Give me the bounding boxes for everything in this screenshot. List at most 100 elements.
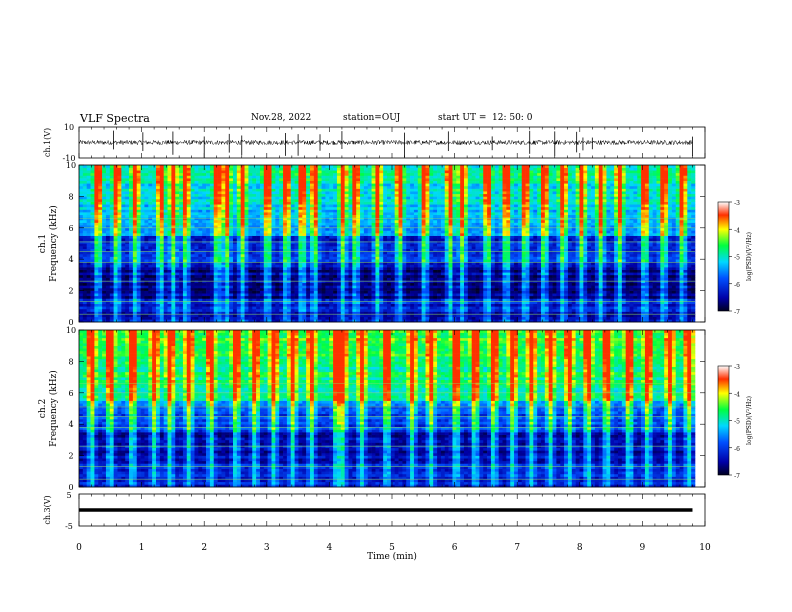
spectrogram-cell [244,217,249,221]
spectrogram-cell [190,193,195,197]
spectrogram-cell [209,191,215,195]
spectrogram-cell [383,212,388,216]
spectrogram-cell [144,214,149,218]
spectrogram-cell [171,219,176,223]
spectrogram-cell [325,217,330,221]
spectrogram-cell [344,243,349,247]
spectrogram-cell [94,287,99,291]
spectrogram-cell [286,183,292,187]
spectrogram-cell [275,298,280,302]
spectrogram-cell [144,319,149,323]
spectrogram-cell [163,235,168,239]
spectrogram-cell [279,287,284,291]
spectrogram-cell [229,170,234,174]
spectrogram-cell [306,188,311,192]
spectrogram-cell [367,240,372,244]
spectrogram-cell [298,180,303,184]
spectrogram-cell [256,316,261,320]
spectrogram-cell [363,209,369,213]
spectrogram-cell [286,306,292,310]
spectrogram-cell [109,193,114,197]
spectrogram-cell [360,206,365,210]
spectrogram-cell [136,222,141,226]
spectrogram-cell [225,314,230,318]
spectrogram-cell [209,282,215,286]
spectrogram-cell [233,175,238,179]
spectrogram-cell [325,261,330,265]
spectrogram-cell [209,306,215,310]
spectrogram-cell [90,180,95,184]
spectrogram-cell [86,235,91,239]
spectrogram-cell [279,204,284,208]
spectrogram-cell [148,191,153,195]
spectrogram-cell [221,308,226,312]
spectrogram-cell [244,316,249,320]
spectrogram-cell [129,196,134,200]
spectrogram-cell [117,193,122,197]
spectrogram-cell [306,253,311,257]
spectrogram-cell [367,222,372,226]
spectrogram-cell [113,219,118,223]
spectrogram-cell [329,282,334,286]
spectrogram-cell [367,188,372,192]
spectrogram-cell [244,212,249,216]
spectrogram-cell [206,204,211,208]
spectrogram-cell [259,204,265,208]
spectrogram-cell [348,172,353,176]
spectrogram-cell [352,183,357,187]
spectrogram-cell [152,212,157,216]
spectrogram-cell [325,243,330,247]
spectrogram-cell [148,199,153,202]
spectrogram-cell [256,167,261,171]
spectrogram-cell [109,201,114,205]
spectrogram-cell [90,238,95,242]
spectrogram-cell [283,233,288,236]
spectrogram-cell [198,295,203,299]
spectrogram-cell [82,287,87,291]
spectrogram-cell [275,233,280,236]
spectrogram-cell [275,175,280,179]
spectrogram-cell [352,240,357,244]
spectrogram-cell [267,185,272,189]
spectrogram-cell [317,240,322,244]
spectrogram-cell [252,170,257,174]
spectrogram-cell [102,295,107,299]
spectrogram-cell [240,272,245,276]
spectrogram-cell [267,269,272,273]
spectrogram-cell [302,214,307,218]
spectrogram-cell [344,293,349,297]
spectrogram-cell [275,240,280,244]
spectrogram-cell [186,204,191,208]
spectrogram-cell [371,277,376,281]
spectrogram-cell [279,308,284,312]
spectrogram-cell [148,269,153,273]
spectrogram-cell [213,243,218,247]
spectrogram-cell [290,217,295,221]
spectrogram-cell [217,308,222,312]
spectrogram-cell [209,204,215,208]
spectrogram-cell [121,225,126,229]
spectrogram-cell [121,295,126,299]
spectrogram-cell [175,201,180,205]
spectrogram-cell [321,188,326,192]
spectrogram-cell [294,235,299,239]
spectrogram-cell [198,172,203,176]
spectrogram-cell [102,183,107,187]
spectrogram-cell [102,303,107,307]
spectrogram-cell [375,172,380,176]
spectrogram-cell [248,165,253,168]
spectrogram-cell [290,301,295,304]
spectrogram-cell [256,193,261,197]
spectrogram-cell [125,248,130,252]
spectrogram-cell [179,308,184,312]
spectrogram-cell [263,290,268,294]
spectrogram-cell [167,311,172,315]
spectrogram-cell [367,201,372,205]
spectrogram-cell [167,319,172,323]
spectrogram-cell [290,178,295,181]
spectrogram-cell [306,277,311,281]
spectrogram-cell [344,199,349,202]
spectrogram-cell [336,172,342,176]
spectrogram-cell [313,204,318,208]
spectrogram-cell [225,233,230,236]
